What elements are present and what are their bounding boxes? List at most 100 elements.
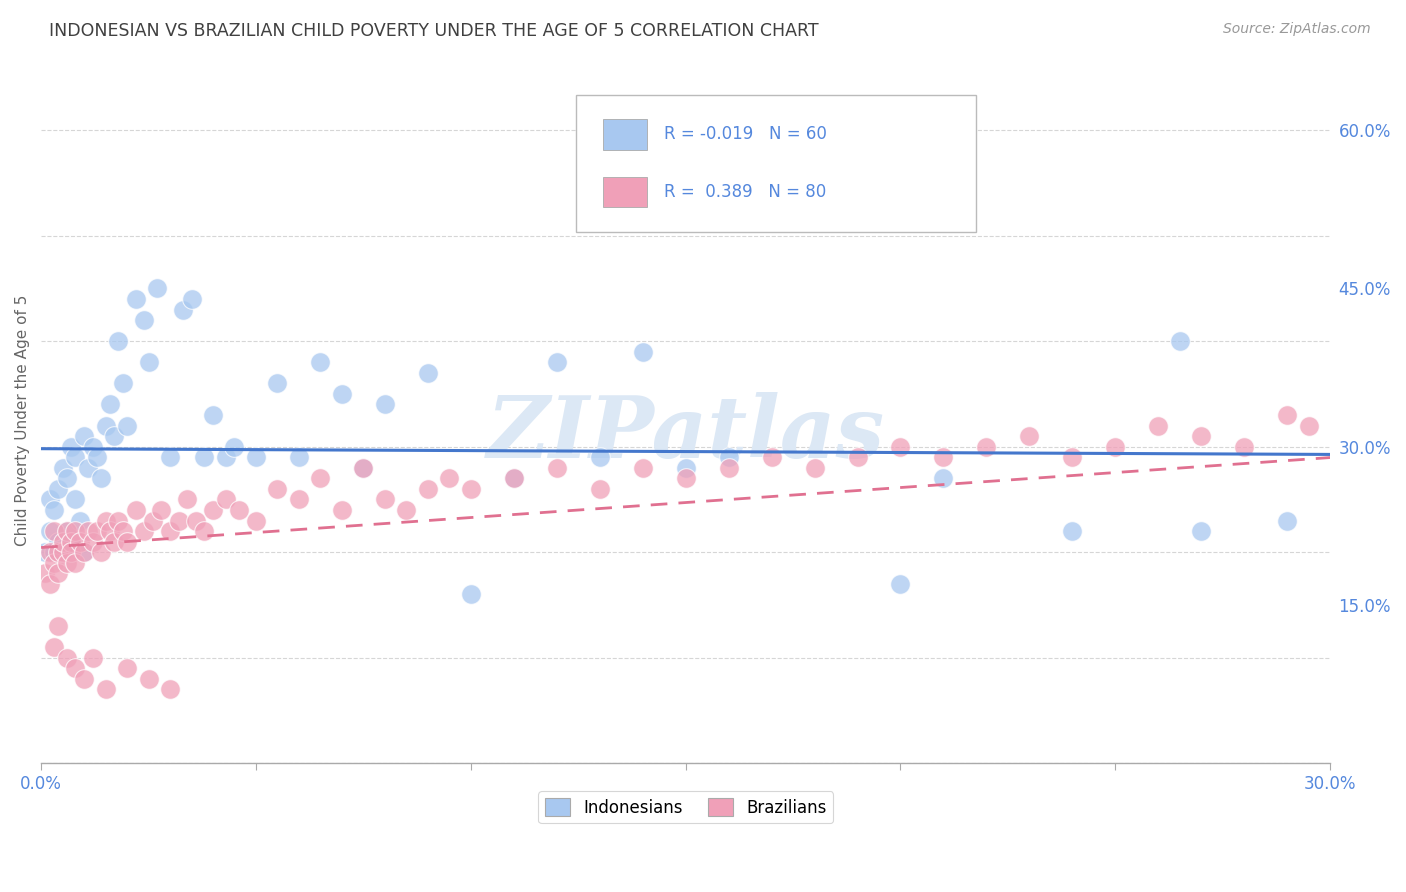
Indonesians	[1277, 514, 1299, 528]
Indonesians	[1168, 334, 1191, 348]
Brazilians	[546, 460, 568, 475]
Brazilians	[82, 650, 104, 665]
Brazilians	[103, 534, 125, 549]
Brazilians	[193, 524, 215, 538]
Brazilians	[77, 524, 100, 538]
Indonesians	[159, 450, 181, 465]
Brazilians	[1018, 429, 1040, 443]
Indonesians	[94, 418, 117, 433]
Indonesians	[73, 545, 96, 559]
Brazilians	[159, 524, 181, 538]
Brazilians	[82, 534, 104, 549]
Indonesians	[46, 534, 69, 549]
Brazilians	[1298, 418, 1320, 433]
Brazilians	[56, 650, 79, 665]
Brazilians	[1062, 450, 1084, 465]
Indonesians	[73, 429, 96, 443]
Brazilians	[374, 492, 396, 507]
Brazilians	[1233, 440, 1256, 454]
Brazilians	[589, 482, 612, 496]
Indonesians	[115, 418, 138, 433]
Indonesians	[60, 440, 83, 454]
Indonesians	[460, 587, 482, 601]
Brazilians	[134, 524, 156, 538]
Indonesians	[98, 397, 121, 411]
Indonesians	[180, 292, 202, 306]
Brazilians	[115, 661, 138, 675]
Indonesians	[46, 482, 69, 496]
Indonesians	[138, 355, 160, 369]
Brazilians	[502, 471, 524, 485]
Indonesians	[416, 366, 439, 380]
Brazilians	[803, 460, 825, 475]
Indonesians	[309, 355, 332, 369]
Brazilians	[215, 492, 238, 507]
Indonesians	[65, 450, 87, 465]
Brazilians	[352, 460, 374, 475]
Indonesians	[146, 281, 169, 295]
Brazilians	[201, 503, 224, 517]
Text: ZIPatlas: ZIPatlas	[486, 392, 884, 475]
Indonesians	[69, 514, 91, 528]
Brazilians	[176, 492, 198, 507]
Brazilians	[631, 460, 654, 475]
Indonesians	[107, 334, 129, 348]
Brazilians	[395, 503, 418, 517]
Brazilians	[73, 545, 96, 559]
FancyBboxPatch shape	[603, 177, 647, 207]
Brazilians	[228, 503, 250, 517]
Brazilians	[65, 524, 87, 538]
Indonesians	[34, 545, 56, 559]
Indonesians	[201, 408, 224, 422]
Brazilians	[266, 482, 288, 496]
Brazilians	[38, 576, 60, 591]
Brazilians	[115, 534, 138, 549]
Brazilians	[330, 503, 353, 517]
Brazilians	[69, 534, 91, 549]
Brazilians	[976, 440, 998, 454]
Indonesians	[631, 344, 654, 359]
Brazilians	[38, 545, 60, 559]
Brazilians	[460, 482, 482, 496]
Brazilians	[142, 514, 165, 528]
Indonesians	[1062, 524, 1084, 538]
Brazilians	[1147, 418, 1170, 433]
Indonesians	[82, 440, 104, 454]
Brazilians	[42, 524, 65, 538]
Indonesians	[124, 292, 146, 306]
Indonesians	[374, 397, 396, 411]
Indonesians	[889, 576, 911, 591]
Indonesians	[589, 450, 612, 465]
Indonesians	[56, 471, 79, 485]
Brazilians	[60, 534, 83, 549]
Indonesians	[42, 545, 65, 559]
Brazilians	[73, 672, 96, 686]
Indonesians	[172, 302, 194, 317]
Brazilians	[717, 460, 740, 475]
Brazilians	[245, 514, 267, 528]
Brazilians	[46, 545, 69, 559]
Brazilians	[98, 524, 121, 538]
Brazilians	[138, 672, 160, 686]
Text: Source: ZipAtlas.com: Source: ZipAtlas.com	[1223, 22, 1371, 37]
Brazilians	[1104, 440, 1126, 454]
Brazilians	[439, 471, 461, 485]
Brazilians	[184, 514, 207, 528]
Brazilians	[761, 450, 783, 465]
Brazilians	[94, 682, 117, 697]
Indonesians	[675, 460, 697, 475]
Indonesians	[103, 429, 125, 443]
Brazilians	[65, 556, 87, 570]
Brazilians	[90, 545, 112, 559]
Brazilians	[1277, 408, 1299, 422]
Indonesians	[42, 503, 65, 517]
Indonesians	[38, 492, 60, 507]
Indonesians	[502, 471, 524, 485]
Indonesians	[52, 545, 75, 559]
FancyBboxPatch shape	[603, 120, 647, 150]
Brazilians	[416, 482, 439, 496]
Brazilians	[159, 682, 181, 697]
FancyBboxPatch shape	[576, 95, 976, 232]
Brazilians	[94, 514, 117, 528]
Indonesians	[330, 387, 353, 401]
